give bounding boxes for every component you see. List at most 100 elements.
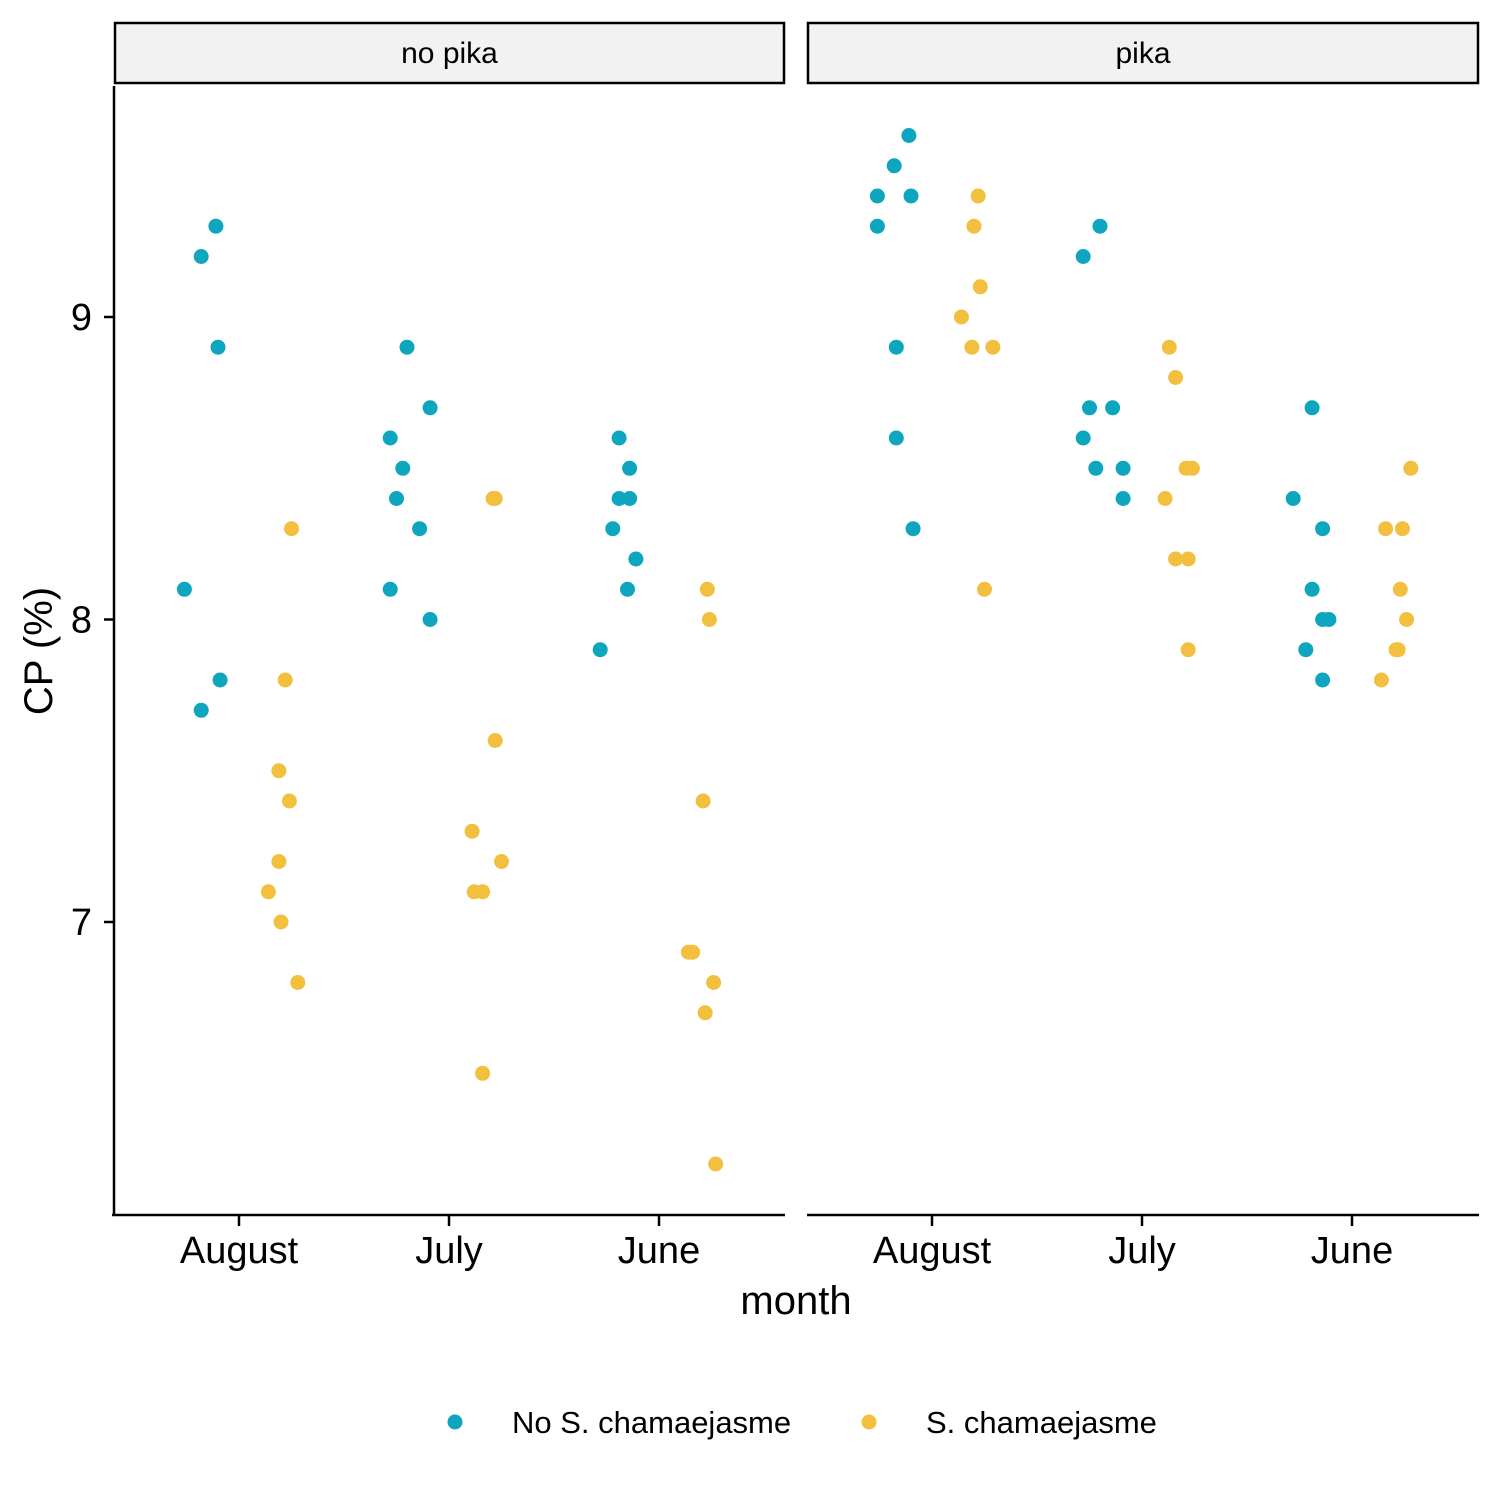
point-pika-s-chamaejasme xyxy=(1394,521,1410,537)
point-no-pika-no-s-chamaejasme xyxy=(412,521,428,537)
point-no-pika-no-s-chamaejasme xyxy=(611,430,627,446)
point-pika-no-s-chamaejasme xyxy=(1285,491,1301,506)
point-pika-s-chamaejasme xyxy=(1390,642,1406,658)
point-pika-s-chamaejasme xyxy=(1184,460,1200,476)
point-pika-s-chamaejasme xyxy=(1399,612,1415,627)
point-no-pika-no-s-chamaejasme xyxy=(193,702,209,718)
point-pika-no-s-chamaejasme xyxy=(1105,400,1121,416)
point-pika-no-s-chamaejasme xyxy=(1304,581,1320,597)
legend-item-s-chamaejasme: S. chamaejasme xyxy=(861,1405,1157,1440)
point-pika-no-s-chamaejasme xyxy=(1082,400,1097,416)
point-pika-no-s-chamaejasme xyxy=(869,188,885,204)
point-no-pika-s-chamaejasme xyxy=(271,854,287,869)
point-pika-s-chamaejasme xyxy=(1180,642,1196,658)
x-axis-ticks: August July June August July June xyxy=(180,1215,1393,1272)
point-pika-no-s-chamaejasme xyxy=(1092,218,1108,234)
point-no-pika-s-chamaejasme xyxy=(260,884,276,900)
point-no-pika-no-s-chamaejasme xyxy=(620,581,635,597)
data-points xyxy=(176,128,1419,1172)
point-pika-s-chamaejasme xyxy=(953,309,969,325)
point-pika-no-s-chamaejasme xyxy=(1298,642,1314,658)
legend-key-s-chamaejasme xyxy=(861,1414,877,1430)
x-tick-label: July xyxy=(1108,1230,1176,1272)
facet-label-pika: pika xyxy=(1115,37,1170,70)
point-no-pika-s-chamaejasme xyxy=(487,733,503,748)
point-pika-no-s-chamaejasme xyxy=(901,128,917,143)
y-axis-ticks: 7 8 9 xyxy=(71,297,114,944)
point-pika-no-s-chamaejasme xyxy=(1321,612,1337,627)
point-no-pika-s-chamaejasme xyxy=(708,1156,724,1172)
point-no-pika-s-chamaejasme xyxy=(464,823,480,839)
point-no-pika-no-s-chamaejasme xyxy=(399,339,415,355)
point-no-pika-s-chamaejasme xyxy=(475,884,491,900)
x-tick-label: June xyxy=(618,1230,700,1272)
point-no-pika-s-chamaejasme xyxy=(494,854,509,869)
point-pika-no-s-chamaejasme xyxy=(1115,460,1131,476)
x-axis-title: month xyxy=(740,1279,851,1323)
y-axis-title: CP (%) xyxy=(17,587,61,715)
point-no-pika-s-chamaejasme xyxy=(273,914,289,930)
facet-strip-background xyxy=(806,21,1480,85)
point-no-pika-s-chamaejasme xyxy=(277,672,293,688)
point-no-pika-no-s-chamaejasme xyxy=(622,491,638,506)
point-no-pika-s-chamaejasme xyxy=(271,763,287,779)
point-pika-s-chamaejasme xyxy=(1403,460,1419,476)
point-no-pika-no-s-chamaejasme xyxy=(210,339,226,355)
point-pika-s-chamaejasme xyxy=(1161,339,1177,355)
x-tick-label: August xyxy=(180,1230,299,1272)
point-pika-no-s-chamaejasme xyxy=(1315,672,1331,688)
point-no-pika-s-chamaejasme xyxy=(475,1065,491,1081)
point-no-pika-no-s-chamaejasme xyxy=(176,581,192,597)
x-tick-label: August xyxy=(873,1230,992,1272)
legend-label-no-s-chamaejasme: No S. chamaejasme xyxy=(512,1405,791,1440)
point-no-pika-no-s-chamaejasme xyxy=(389,491,404,506)
point-no-pika-no-s-chamaejasme xyxy=(382,430,398,446)
point-pika-no-s-chamaejasme xyxy=(888,339,904,355)
point-pika-s-chamaejasme xyxy=(972,279,988,295)
point-no-pika-s-chamaejasme xyxy=(284,521,299,537)
point-pika-no-s-chamaejasme xyxy=(903,188,919,204)
point-pika-s-chamaejasme xyxy=(964,339,980,355)
point-pika-s-chamaejasme xyxy=(966,218,982,234)
facet-strip-no-pika: no pika xyxy=(113,21,786,85)
point-pika-no-s-chamaejasme xyxy=(905,521,921,537)
point-pika-s-chamaejasme xyxy=(970,188,986,204)
point-pika-no-s-chamaejasme xyxy=(886,158,902,174)
point-no-pika-s-chamaejasme xyxy=(697,1005,713,1021)
point-pika-s-chamaejasme xyxy=(985,339,1001,355)
point-no-pika-s-chamaejasme xyxy=(290,975,306,990)
legend-key-no-s-chamaejasme xyxy=(447,1414,463,1430)
point-pika-s-chamaejasme xyxy=(977,581,992,597)
point-no-pika-no-s-chamaejasme xyxy=(193,249,209,264)
point-pika-s-chamaejasme xyxy=(1157,491,1173,506)
x-tick-label: July xyxy=(415,1230,483,1272)
point-no-pika-no-s-chamaejasme xyxy=(382,581,398,597)
x-tick-label: June xyxy=(1311,1230,1393,1272)
point-no-pika-no-s-chamaejasme xyxy=(422,400,438,416)
legend-item-no-s-chamaejasme: No S. chamaejasme xyxy=(447,1405,791,1440)
point-pika-no-s-chamaejasme xyxy=(869,218,885,234)
point-no-pika-no-s-chamaejasme xyxy=(422,612,438,627)
point-pika-s-chamaejasme xyxy=(1392,581,1408,597)
point-pika-no-s-chamaejasme xyxy=(1088,460,1104,476)
point-no-pika-no-s-chamaejasme xyxy=(611,491,627,506)
point-no-pika-no-s-chamaejasme xyxy=(208,218,224,234)
y-tick-label: 8 xyxy=(71,600,92,642)
point-pika-no-s-chamaejasme xyxy=(1075,249,1091,264)
point-no-pika-s-chamaejasme xyxy=(695,793,711,809)
point-pika-s-chamaejasme xyxy=(1180,551,1196,567)
point-no-pika-s-chamaejasme xyxy=(281,793,297,809)
point-no-pika-s-chamaejasme xyxy=(487,491,503,506)
point-pika-s-chamaejasme xyxy=(1168,370,1184,385)
point-pika-no-s-chamaejasme xyxy=(888,430,904,446)
point-pika-s-chamaejasme xyxy=(1168,551,1184,567)
facet-label-no-pika: no pika xyxy=(401,37,498,70)
point-pika-s-chamaejasme xyxy=(1378,521,1394,537)
y-tick-label: 7 xyxy=(71,902,92,944)
point-no-pika-no-s-chamaejasme xyxy=(622,460,638,476)
point-pika-s-chamaejasme xyxy=(1373,672,1389,688)
point-no-pika-no-s-chamaejasme xyxy=(212,672,228,688)
facet-strip-background xyxy=(113,21,786,85)
point-no-pika-s-chamaejasme xyxy=(685,944,701,960)
